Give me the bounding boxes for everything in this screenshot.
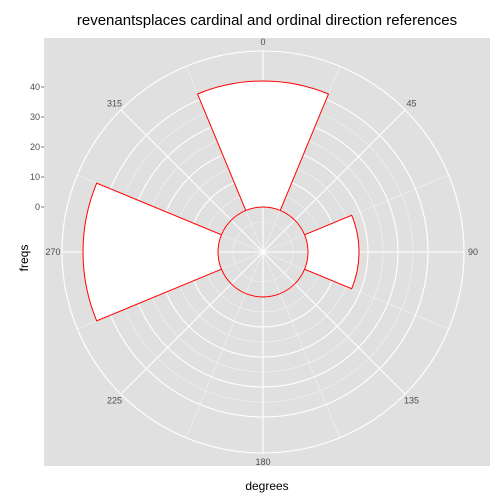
chart-title: revenantsplaces cardinal and ordinal dir… — [76, 12, 458, 29]
radial-tick-label-20: 20 — [30, 142, 40, 152]
angle-tick-label-135: 135 — [404, 395, 419, 405]
radial-tick-label-0: 0 — [35, 202, 40, 212]
minor-angle-gridline — [262, 251, 449, 330]
angle-gridline — [120, 251, 264, 395]
angle-tick-label-315: 315 — [107, 99, 122, 109]
radial-tick-label-30: 30 — [30, 112, 40, 122]
bar-315 — [220, 209, 246, 235]
minor-angle-gridline — [262, 174, 449, 253]
bar-90 — [303, 214, 360, 290]
bar-270 — [82, 182, 223, 322]
radial-tick-label-10: 10 — [30, 172, 40, 182]
minor-angle-gridline — [185, 251, 264, 438]
angle-tick-label-45: 45 — [406, 99, 416, 109]
bar-0 — [196, 80, 330, 212]
angle-tick-label-225: 225 — [107, 395, 122, 405]
x-axis-label: degrees — [245, 479, 289, 493]
angle-tick-label-180: 180 — [255, 457, 270, 467]
angle-gridline — [262, 109, 406, 253]
angle-tick-label-90: 90 — [468, 247, 478, 257]
angle-tick-label-270: 270 — [45, 247, 60, 257]
angle-gridline — [262, 251, 406, 395]
minor-angle-gridline — [262, 251, 341, 438]
bar-135 — [280, 269, 306, 295]
angle-tick-label-0: 0 — [260, 37, 265, 47]
radial-tick-label-40: 40 — [30, 82, 40, 92]
angle-gridline — [120, 109, 264, 253]
